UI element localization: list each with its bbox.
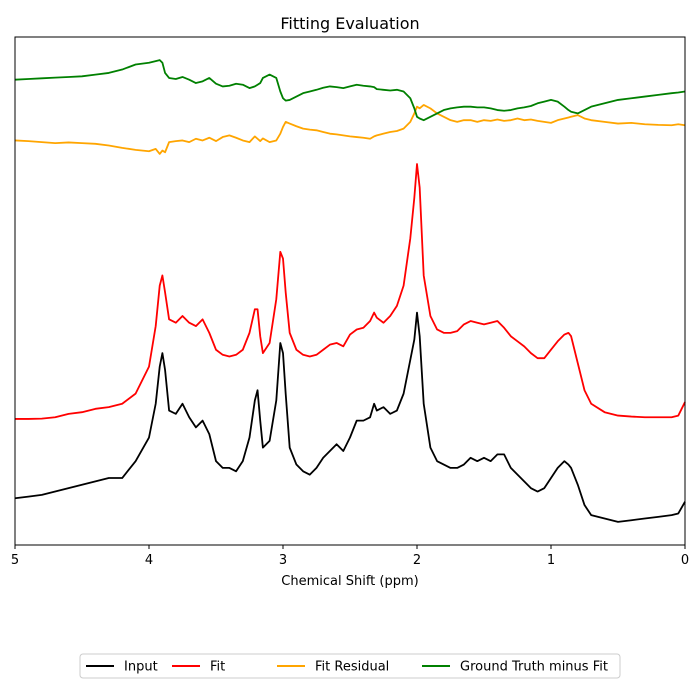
series-line-1 — [15, 163, 686, 420]
chart-title: Fitting Evaluation — [280, 14, 419, 33]
x-axis-ticks: 5 4 3 2 1 0 — [11, 545, 689, 568]
legend-label-0: Input — [124, 660, 158, 675]
x-axis-label: Chemical Shift (ppm) — [281, 574, 418, 589]
legend: Input Fit Fit Residual Ground Truth minus F… — [79, 653, 621, 679]
x-tick-label-5: 0 — [681, 553, 689, 568]
series-line-2 — [14, 104, 686, 155]
x-tick-label-2: 3 — [279, 553, 287, 568]
plot-frame — [14, 36, 686, 546]
plot-lines — [14, 59, 686, 523]
legend-label-3: Ground Truth minus Fit — [460, 660, 608, 675]
x-tick-label-1: 4 — [145, 553, 153, 568]
legend-box — [79, 653, 621, 679]
x-tick-label-0: 5 — [11, 553, 19, 568]
series-line-0 — [14, 311, 686, 523]
legend-label-2: Fit Residual — [315, 660, 389, 675]
series-line-3 — [14, 59, 686, 122]
x-tick-label-3: 2 — [413, 553, 421, 568]
legend-label-1: Fit — [210, 660, 225, 675]
x-tick-label-4: 1 — [547, 553, 555, 568]
legend-items: Input Fit Fit Residual Ground Truth minus F… — [86, 660, 608, 675]
